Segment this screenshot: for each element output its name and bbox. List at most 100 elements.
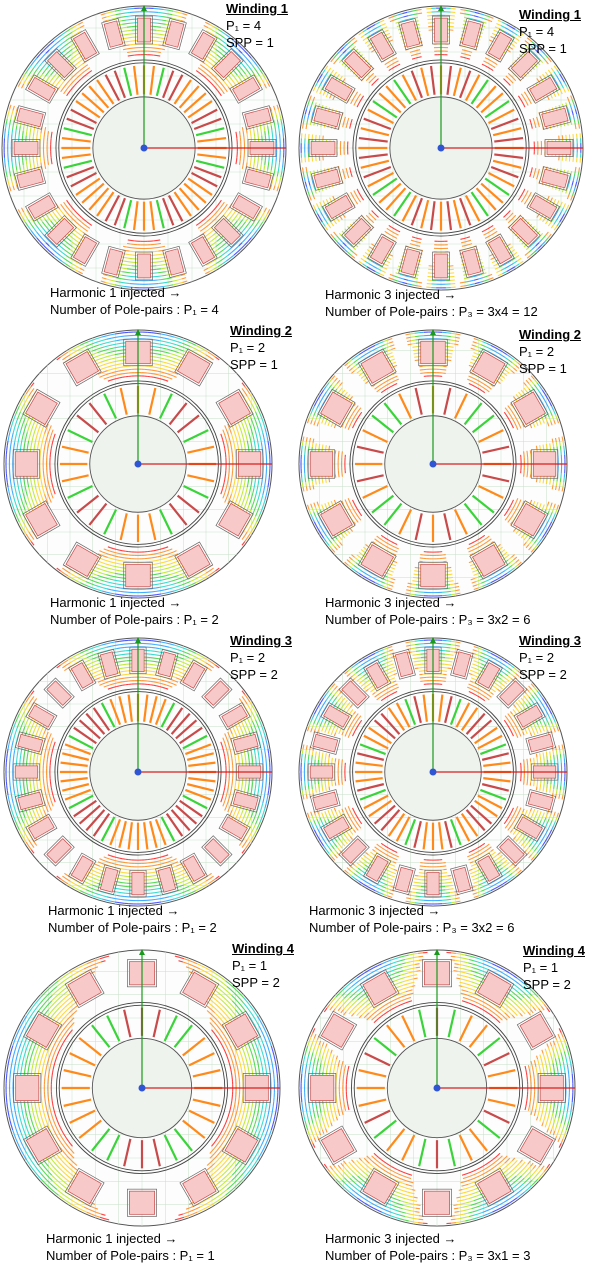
stator-slot (357, 541, 397, 580)
stator-slots (12, 646, 264, 898)
pole-pairs-text: Number of Pole-pairs : P₁ = 2 (48, 920, 217, 935)
stator-slot (215, 500, 254, 540)
winding-panel: Winding 3 P₁ = 2 SPP = 2 Harmonic 3 injecte… (297, 632, 593, 938)
stator-slot (215, 388, 254, 428)
pole-pair-line: P₁ = 2 (519, 650, 555, 665)
stator-slot (363, 659, 392, 692)
spp-line: SPP = 2 (230, 667, 278, 682)
field-plot (3, 637, 273, 907)
origin-dot (429, 768, 437, 776)
stator-slot (12, 449, 41, 479)
stator-slot (398, 17, 423, 51)
winding-title: Winding 3 (230, 633, 292, 648)
stator-slot (22, 388, 61, 428)
pole-pairs-text: Number of Pole-pairs : P₃ = 3x1 = 3 (325, 1248, 531, 1263)
motor-cross-section (1, 5, 287, 291)
stator-slot (474, 969, 515, 1009)
winding-panel: Winding 1 P₁ = 4 SPP = 1 Harmonic 1 injecte… (0, 0, 296, 318)
stator-slot (525, 731, 557, 755)
stator-slot (174, 348, 214, 387)
winding-panel: Winding 4 P₁ = 1 SPP = 2 Harmonic 1 injecte… (0, 940, 296, 1264)
winding-panel: Winding 3 P₁ = 2 SPP = 2 Harmonic 1 injecte… (0, 632, 296, 938)
motor-cross-section (298, 5, 584, 291)
pole-pairs-text: Number of Pole-pairs : P₁ = 2 (50, 612, 219, 627)
stator-slot (230, 789, 262, 813)
pole-pairs-text: Number of Pole-pairs : P₁ = 4 (50, 302, 219, 317)
stator-slot (459, 245, 484, 279)
pole-pairs-text: Number of Pole-pairs : P₃ = 3x2 = 6 (309, 920, 515, 935)
stator-slot (310, 105, 344, 130)
harmonic-caption: Harmonic 1 injected → Number of Pole-pair… (50, 284, 219, 318)
stator-slot (127, 1188, 157, 1217)
origin-dot (437, 144, 445, 152)
stator-slot (367, 233, 397, 267)
winding-panel: Winding 2 P₁ = 2 SPP = 1 Harmonic 3 injecte… (297, 322, 593, 628)
winding-label: Winding 1 P₁ = 4 SPP = 1 (519, 6, 581, 57)
stator-slot (525, 789, 557, 813)
stator-slot (317, 500, 356, 540)
stator-slot (310, 166, 344, 191)
pole-pair-line: P₁ = 1 (523, 960, 559, 975)
harmonic-caption: Harmonic 3 injected → Number of Pole-pair… (309, 902, 514, 936)
stator-slot (162, 245, 187, 279)
stator-slot (44, 215, 77, 248)
stator-slot (359, 969, 400, 1009)
harmonic-injected-text: Harmonic 1 injected → (48, 903, 180, 918)
stator-slot (201, 677, 233, 709)
stator-slot (211, 215, 244, 248)
stator-slot (155, 648, 179, 680)
stator-slot (450, 864, 474, 896)
motor-cross-section (3, 329, 273, 599)
winding-title: Winding 2 (230, 323, 292, 338)
stator-slot (309, 789, 341, 813)
stator-slot (241, 105, 275, 130)
stator-slot (162, 17, 187, 51)
stator-slot (101, 245, 126, 279)
stator-slot (398, 245, 423, 279)
stator-slot (474, 659, 503, 692)
pole-pair-line: P₁ = 2 (519, 344, 555, 359)
harmonic-injected-text: Harmonic 1 injected → (50, 285, 182, 300)
stator-slots (308, 959, 566, 1217)
y-axis-arrow (438, 5, 444, 11)
stator-slot (357, 348, 397, 387)
pole-pair-line: P₁ = 2 (230, 650, 266, 665)
stator-slot (485, 233, 515, 267)
motor-cross-section (298, 637, 568, 907)
stator-slot (13, 166, 47, 191)
stator-slot (418, 561, 448, 590)
stator-slot (320, 813, 353, 842)
harmonic-caption: Harmonic 3 injected → Number of Pole-pair… (325, 594, 530, 628)
stator-slot (469, 541, 509, 580)
rotor-bars (355, 694, 511, 850)
stator-slot (101, 17, 126, 51)
stator-slot (25, 813, 58, 842)
harmonic-injected-text: Harmonic 3 injected → (325, 287, 457, 302)
motor-cross-section (3, 949, 281, 1227)
stator-slot (174, 541, 214, 580)
stator-slot (496, 677, 528, 709)
y-axis-arrow (135, 637, 141, 643)
harmonic-caption: Harmonic 3 injected → Number of Pole-pair… (325, 1230, 530, 1264)
stator-slot (450, 648, 474, 680)
origin-dot (134, 460, 142, 468)
rotor-bars (356, 1007, 518, 1169)
stator-slot (422, 1188, 452, 1217)
stator-slot (68, 852, 97, 885)
winding-label: Winding 4 P₁ = 1 SPP = 2 (523, 942, 585, 993)
stator-slot (363, 852, 392, 885)
stator-slot (510, 500, 549, 540)
stator-slot (44, 48, 77, 81)
stator-slot (62, 348, 102, 387)
stator-slot (97, 648, 121, 680)
stator-slot (322, 74, 356, 104)
stator-slot (308, 1073, 337, 1103)
spp-line: SPP = 2 (519, 667, 567, 682)
stator-slot (485, 29, 515, 63)
origin-dot (138, 1084, 146, 1092)
spp-line: SPP = 1 (226, 35, 274, 50)
harmonic-caption: Harmonic 1 injected → Number of Pole-pair… (46, 1230, 215, 1264)
stator-slot (64, 1167, 105, 1207)
spp-line: SPP = 2 (232, 975, 280, 990)
stator-slot (341, 48, 374, 81)
